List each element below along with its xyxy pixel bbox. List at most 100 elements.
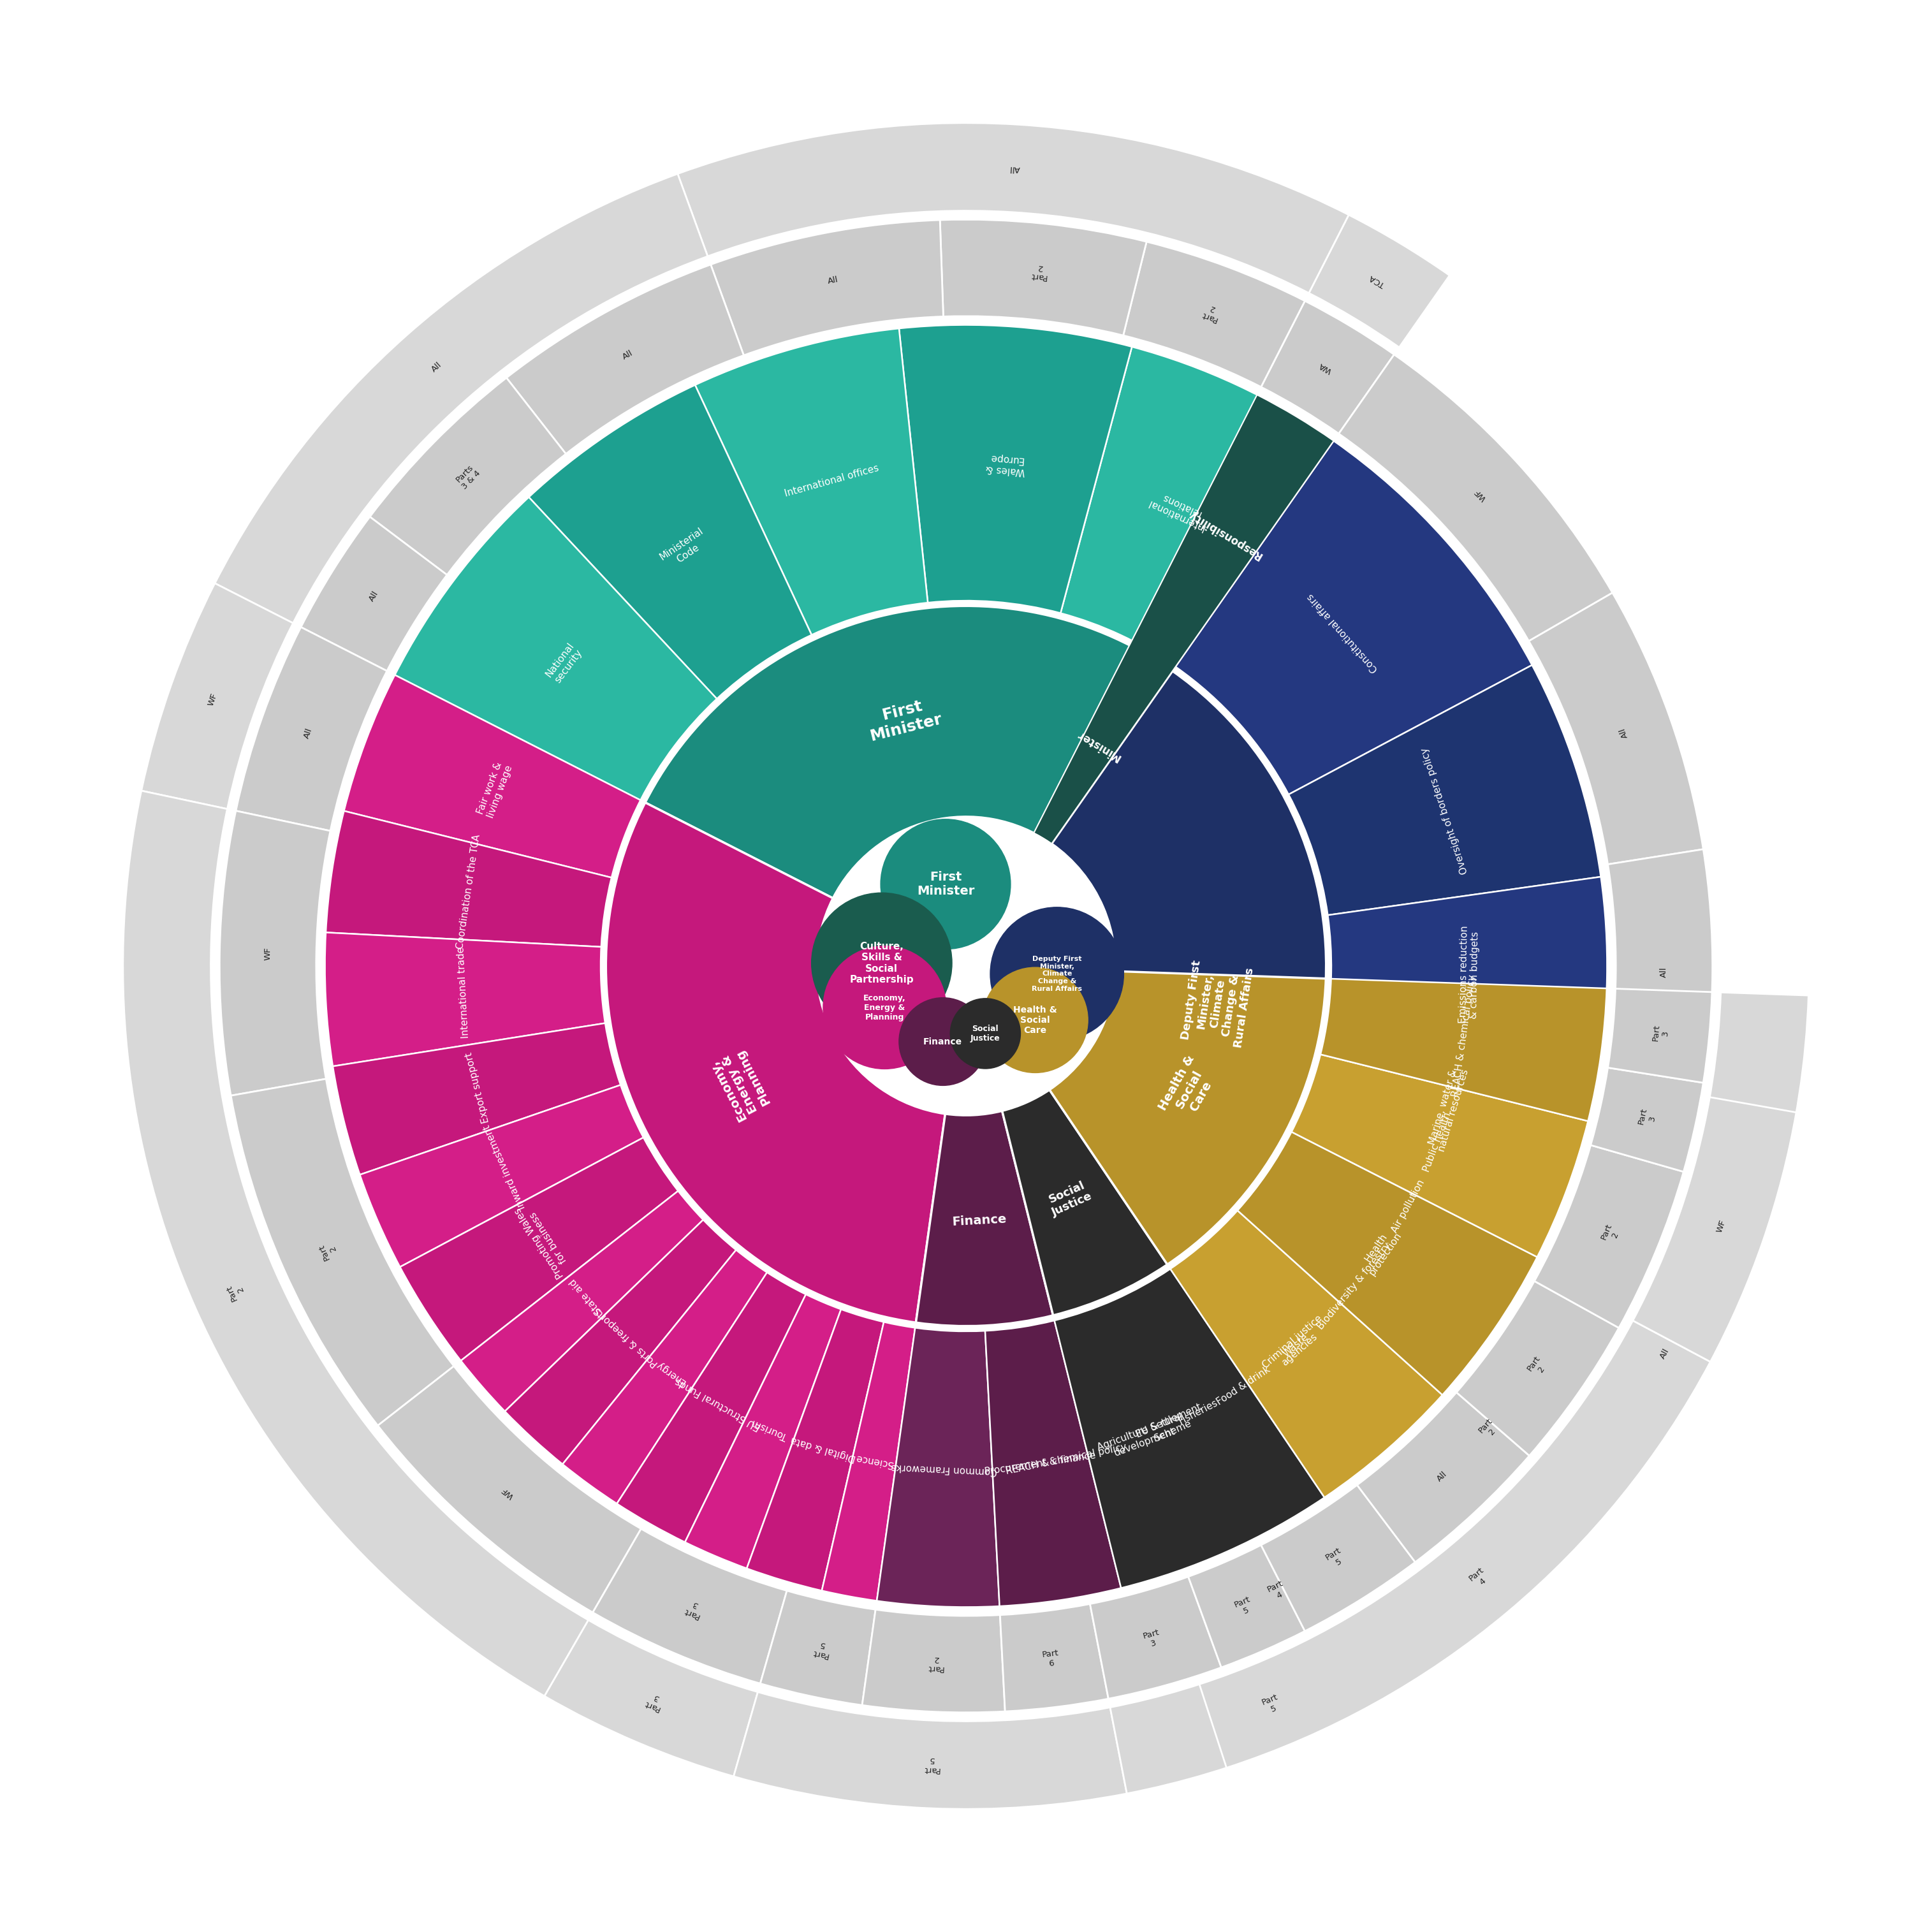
Wedge shape (359, 1086, 643, 1267)
Wedge shape (214, 174, 707, 624)
Text: All: All (1009, 164, 1020, 172)
Wedge shape (645, 607, 1173, 898)
Wedge shape (1339, 355, 1613, 641)
Text: Part
2: Part 2 (1526, 1354, 1549, 1378)
Text: WA: WA (1318, 361, 1333, 375)
Wedge shape (734, 1692, 1126, 1808)
Text: Part
3: Part 3 (1142, 1629, 1163, 1650)
Text: Health &
Social
Care: Health & Social Care (1155, 1053, 1221, 1126)
Text: All: All (620, 350, 634, 361)
Text: TCA: TCA (1368, 272, 1387, 288)
Wedge shape (985, 1320, 1121, 1605)
Text: Procurement & finance: Procurement & finance (983, 1451, 1097, 1476)
Wedge shape (1262, 1486, 1416, 1631)
Wedge shape (1238, 1132, 1538, 1395)
Circle shape (898, 997, 987, 1086)
Text: All: All (1619, 726, 1631, 740)
Wedge shape (1339, 1271, 1625, 1577)
Wedge shape (821, 1321, 916, 1602)
Text: Social
Justice: Social Justice (970, 1024, 1001, 1043)
Text: Public health: Public health (1422, 1111, 1453, 1173)
Text: Part
4: Part 4 (1468, 1567, 1492, 1590)
Text: Deputy First
Minister,
Climate
Change &
Rural Affairs: Deputy First Minister, Climate Change & … (1180, 958, 1256, 1049)
Wedge shape (916, 1111, 1053, 1325)
Text: National
security: National security (543, 641, 585, 686)
Text: Emissions reduction
& carbon budgets: Emissions reduction & carbon budgets (1459, 925, 1480, 1024)
Text: Oversight of borders policy: Oversight of borders policy (1420, 746, 1470, 875)
Wedge shape (236, 628, 386, 831)
Text: Energy: Energy (653, 1360, 688, 1387)
Wedge shape (332, 1024, 620, 1175)
Wedge shape (220, 811, 330, 1095)
Text: All: All (827, 276, 838, 286)
Wedge shape (1003, 1090, 1167, 1316)
Text: International offices: International offices (782, 464, 879, 498)
Text: Economy,
Energy &
Planning: Economy, Energy & Planning (707, 1045, 773, 1122)
Wedge shape (1055, 1269, 1325, 1588)
Wedge shape (545, 1621, 757, 1776)
Wedge shape (1122, 242, 1304, 386)
Wedge shape (124, 790, 589, 1696)
Text: Part
5: Part 5 (1323, 1546, 1349, 1571)
Wedge shape (1167, 1499, 1395, 1675)
Wedge shape (1325, 877, 1607, 1078)
Text: Part
2: Part 2 (1600, 1223, 1623, 1244)
Wedge shape (344, 674, 641, 877)
Text: Part
5: Part 5 (1262, 1692, 1283, 1716)
Wedge shape (394, 497, 717, 800)
Text: Responsibility: Responsibility (1186, 508, 1264, 562)
Circle shape (983, 968, 1088, 1072)
Wedge shape (748, 1310, 883, 1590)
Wedge shape (327, 811, 612, 947)
Wedge shape (1225, 1171, 1497, 1420)
Wedge shape (898, 325, 1132, 612)
Wedge shape (379, 1366, 641, 1613)
Wedge shape (686, 1294, 840, 1569)
Text: WF: WF (263, 947, 272, 960)
Text: Health
protection: Health protection (1358, 1225, 1403, 1277)
Text: Part
4: Part 4 (1265, 1578, 1289, 1602)
Wedge shape (1457, 1281, 1619, 1455)
Text: Part
2: Part 2 (1200, 301, 1221, 323)
Wedge shape (696, 328, 927, 636)
Text: Health &
Social
Care: Health & Social Care (1012, 1005, 1057, 1036)
Wedge shape (1528, 593, 1704, 864)
Wedge shape (400, 1138, 678, 1360)
Wedge shape (616, 1273, 806, 1542)
Wedge shape (1186, 1225, 1420, 1478)
Wedge shape (941, 220, 1146, 336)
Wedge shape (1061, 346, 1333, 667)
Wedge shape (141, 583, 294, 810)
Wedge shape (1012, 670, 1325, 1308)
Text: WF: WF (1716, 1219, 1727, 1235)
Wedge shape (529, 384, 811, 699)
Wedge shape (593, 1528, 786, 1683)
Text: Deputy First
Minister,
Climate
Change &
Rural Affairs: Deputy First Minister, Climate Change & … (1032, 956, 1082, 991)
Wedge shape (369, 379, 566, 576)
Text: Part
3: Part 3 (1652, 1024, 1671, 1041)
Wedge shape (1200, 1321, 1710, 1768)
Wedge shape (1090, 1577, 1221, 1698)
Wedge shape (1289, 665, 1602, 916)
Wedge shape (1291, 1055, 1588, 1258)
Text: Criminal justice
agencies: Criminal justice agencies (1262, 1314, 1331, 1378)
Wedge shape (1590, 1068, 1704, 1171)
Text: Part
3: Part 3 (643, 1690, 665, 1714)
Text: Social
Justice: Social Justice (1045, 1179, 1094, 1219)
Text: All: All (301, 726, 313, 740)
Wedge shape (301, 516, 446, 670)
Text: Parts
3 & 4: Parts 3 & 4 (454, 462, 483, 491)
Text: All: All (367, 589, 381, 603)
Wedge shape (562, 1250, 767, 1503)
Text: Part
2: Part 2 (224, 1279, 247, 1302)
Wedge shape (1356, 1393, 1530, 1563)
Circle shape (823, 947, 947, 1068)
Text: Promoting Wales
for business: Promoting Wales for business (514, 1200, 576, 1281)
Text: Fair work &
living wage: Fair work & living wage (475, 759, 514, 819)
Text: Waste: Waste (1281, 1333, 1310, 1360)
Text: Part
6: Part 6 (1041, 1650, 1061, 1669)
Wedge shape (1034, 394, 1333, 844)
Wedge shape (504, 1219, 736, 1464)
Text: WF: WF (207, 692, 218, 707)
Wedge shape (1308, 214, 1449, 348)
